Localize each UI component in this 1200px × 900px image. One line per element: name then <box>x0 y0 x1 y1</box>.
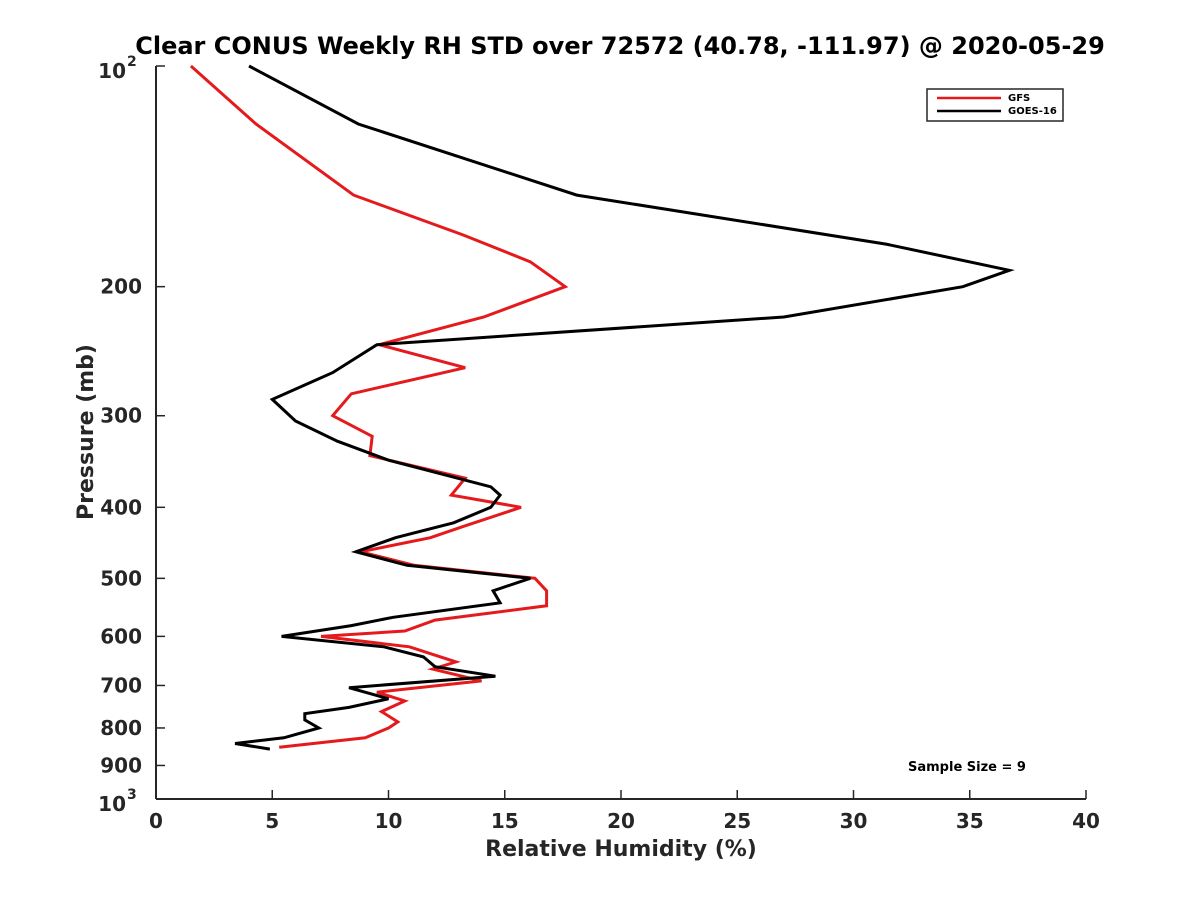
series-line-goes16 <box>234 64 1015 751</box>
x-tick-label: 20 <box>607 809 635 833</box>
chart-title: Clear CONUS Weekly RH STD over 72572 (40… <box>135 32 1105 60</box>
legend-box <box>926 88 1064 122</box>
y-axis-label: Pressure (mb) <box>74 344 99 520</box>
y-tick-label: 500 <box>100 566 142 590</box>
series-layer <box>189 64 1015 751</box>
legend-label-gfs: GFS <box>1008 93 1030 104</box>
y-power-tick-label: 10 <box>98 59 126 83</box>
y-tick-label: 300 <box>100 404 142 428</box>
x-tick-label: 25 <box>723 809 751 833</box>
x-tick-label: 0 <box>149 809 163 833</box>
y-tick-label: 800 <box>100 716 142 740</box>
x-axis-label: Relative Humidity (%) <box>485 837 757 862</box>
legend: GFS GOES-16 <box>926 88 1064 122</box>
legend-label-goes16: GOES-16 <box>1008 106 1057 117</box>
y-tick-label: 700 <box>100 673 142 697</box>
sample-size-annotation: Sample Size = 9 <box>908 760 1026 775</box>
y-power-tick-label: 10 <box>98 792 126 816</box>
y-tick-label: 600 <box>100 624 142 648</box>
x-tick-label: 10 <box>375 809 403 833</box>
x-tick-label: 30 <box>840 809 868 833</box>
y-power-tick-exponent: 2 <box>127 54 137 70</box>
y-tick-label: 400 <box>100 495 142 519</box>
x-tick-label: 15 <box>491 809 519 833</box>
x-tick-label: 5 <box>265 809 279 833</box>
plot-area <box>156 66 1086 799</box>
x-tick-label: 35 <box>956 809 984 833</box>
y-power-tick-exponent: 3 <box>127 787 137 803</box>
x-ticks: 0 5 10 15 20 25 30 35 40 <box>149 790 1100 833</box>
x-tick-label: 40 <box>1072 809 1100 833</box>
y-tick-label: 900 <box>100 753 142 777</box>
y-tick-label: 200 <box>100 275 142 299</box>
